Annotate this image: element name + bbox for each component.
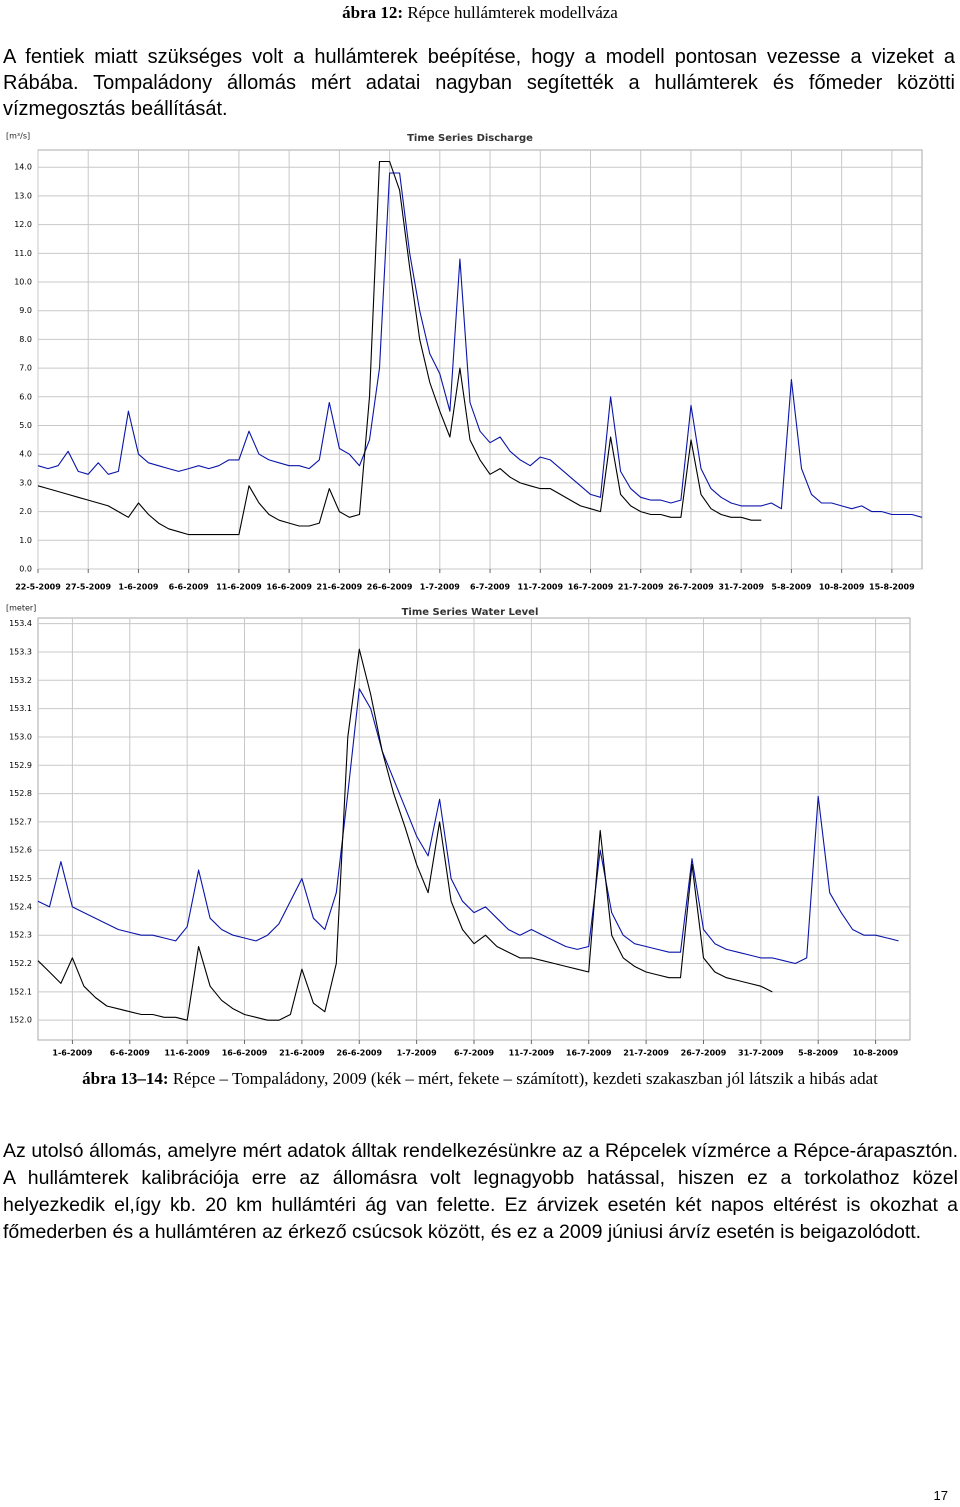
y-tick-label: 7.0 xyxy=(19,364,32,373)
x-tick-label: 5-8-2009 xyxy=(771,583,811,592)
plot-area xyxy=(37,149,923,570)
x-tick-label: 6-7-2009 xyxy=(454,1049,494,1058)
x-tick-label: 5-8-2009 xyxy=(798,1049,838,1058)
x-tick-label: 11-6-2009 xyxy=(164,1049,210,1058)
x-tick-label: 10-8-2009 xyxy=(853,1049,899,1058)
x-tick-label: 1-7-2009 xyxy=(420,583,460,592)
data-line xyxy=(37,172,923,518)
x-tick-label: 26-6-2009 xyxy=(336,1049,382,1058)
x-tick-label: 21-7-2009 xyxy=(618,583,664,592)
x-tick-label: 11-6-2009 xyxy=(216,583,262,592)
figure-caption: ábra 13–14: Répce – Tompaládony, 2009 (k… xyxy=(40,1066,920,1092)
y-tick-label: 14.0 xyxy=(14,163,32,172)
y-tick-label: 152.5 xyxy=(9,874,32,883)
y-tick-label: 4.0 xyxy=(19,450,32,459)
x-tick-label: 26-7-2009 xyxy=(681,1049,727,1058)
x-tick-label: 16-6-2009 xyxy=(266,583,312,592)
y-tick-label: 153.0 xyxy=(9,732,32,741)
y-tick-label: 153.4 xyxy=(9,619,32,628)
x-tick-label: 26-7-2009 xyxy=(668,583,714,592)
chart: [m³/s] Time Series Discharge 0.0 1.0 2.0 3.… xyxy=(6,132,923,592)
x-tick-label: 31-7-2009 xyxy=(718,583,764,592)
caption-label: ábra 13–14: xyxy=(82,1069,169,1088)
x-tick-label: 11-7-2009 xyxy=(517,583,563,592)
y-tick-label: 153.2 xyxy=(9,676,32,685)
x-tick-label: 16-7-2009 xyxy=(566,1049,612,1058)
caption-text: Répce hullámterek modellváza xyxy=(407,3,618,22)
y-tick-label: 6.0 xyxy=(19,392,32,401)
y-tick-label: 11.0 xyxy=(14,249,32,258)
x-tick-label: 1-6-2009 xyxy=(52,1049,92,1058)
y-tick-label: 152.6 xyxy=(9,846,32,855)
y-tick-label: 3.0 xyxy=(19,478,32,487)
caption-text: Répce – Tompaládony, 2009 (kék – mért, f… xyxy=(172,1069,878,1088)
y-tick-label: 9.0 xyxy=(19,306,32,315)
x-tick-label: 15-8-2009 xyxy=(869,583,915,592)
page-number: 17 xyxy=(933,1488,948,1503)
x-tick-label: 1-6-2009 xyxy=(118,583,158,592)
data-line xyxy=(37,160,762,536)
x-tick-label: 21-6-2009 xyxy=(279,1049,325,1058)
paragraph: A fentiek miatt szükséges volt a hullámt… xyxy=(3,46,955,120)
y-tick-label: 2.0 xyxy=(19,507,32,516)
x-tick-label: 6-6-2009 xyxy=(169,583,209,592)
y-tick-label: 10.0 xyxy=(14,278,32,287)
x-tick-label: 10-8-2009 xyxy=(819,583,865,592)
y-tick-label: 0.0 xyxy=(19,565,32,574)
data-line xyxy=(37,648,773,1021)
y-axis-label: [meter] xyxy=(6,604,36,613)
x-tick-label: 6-7-2009 xyxy=(470,583,510,592)
x-tick-label: 31-7-2009 xyxy=(738,1049,784,1058)
y-tick-label: 13.0 xyxy=(14,191,32,200)
x-tick-label: 11-7-2009 xyxy=(509,1049,555,1058)
figure-caption: ábra 12: Répce hullámterek modellváza xyxy=(0,0,960,26)
chart-title: Time Series Discharge xyxy=(407,133,533,144)
x-tick-label: 21-6-2009 xyxy=(317,583,363,592)
caption-label: ábra 12: xyxy=(342,3,404,22)
chart: [meter] Time Series Water Level 152.0 152… xyxy=(6,604,911,1058)
y-tick-label: 5.0 xyxy=(19,421,32,430)
x-tick-label: 6-6-2009 xyxy=(110,1049,150,1058)
x-tick-label: 27-5-2009 xyxy=(65,583,111,592)
chart-title: Time Series Water Level xyxy=(402,607,539,618)
x-tick-label: 22-5-2009 xyxy=(15,583,61,592)
data-line xyxy=(37,688,899,965)
x-tick-label: 16-6-2009 xyxy=(222,1049,268,1058)
y-tick-label: 153.3 xyxy=(9,647,32,656)
y-tick-label: 153.1 xyxy=(9,704,32,713)
x-tick-label: 16-7-2009 xyxy=(568,583,614,592)
y-tick-label: 1.0 xyxy=(19,536,32,545)
y-axis-label: [m³/s] xyxy=(6,132,30,141)
x-tick-label: 21-7-2009 xyxy=(623,1049,669,1058)
y-tick-label: 152.0 xyxy=(9,1016,32,1025)
x-tick-label: 26-6-2009 xyxy=(367,583,413,592)
x-tick-label: 1-7-2009 xyxy=(397,1049,437,1058)
y-tick-label: 152.2 xyxy=(9,959,32,968)
y-tick-label: 152.9 xyxy=(9,761,32,770)
paragraph: Az utolsó állomás, amelyre mért adatok á… xyxy=(3,1140,958,1243)
y-tick-label: 152.3 xyxy=(9,931,32,940)
y-tick-label: 8.0 xyxy=(19,335,32,344)
y-tick-label: 152.7 xyxy=(9,817,32,826)
y-tick-label: 152.8 xyxy=(9,789,32,798)
y-tick-label: 12.0 xyxy=(14,220,32,229)
y-tick-label: 152.4 xyxy=(9,902,32,911)
y-tick-label: 152.1 xyxy=(9,987,32,996)
